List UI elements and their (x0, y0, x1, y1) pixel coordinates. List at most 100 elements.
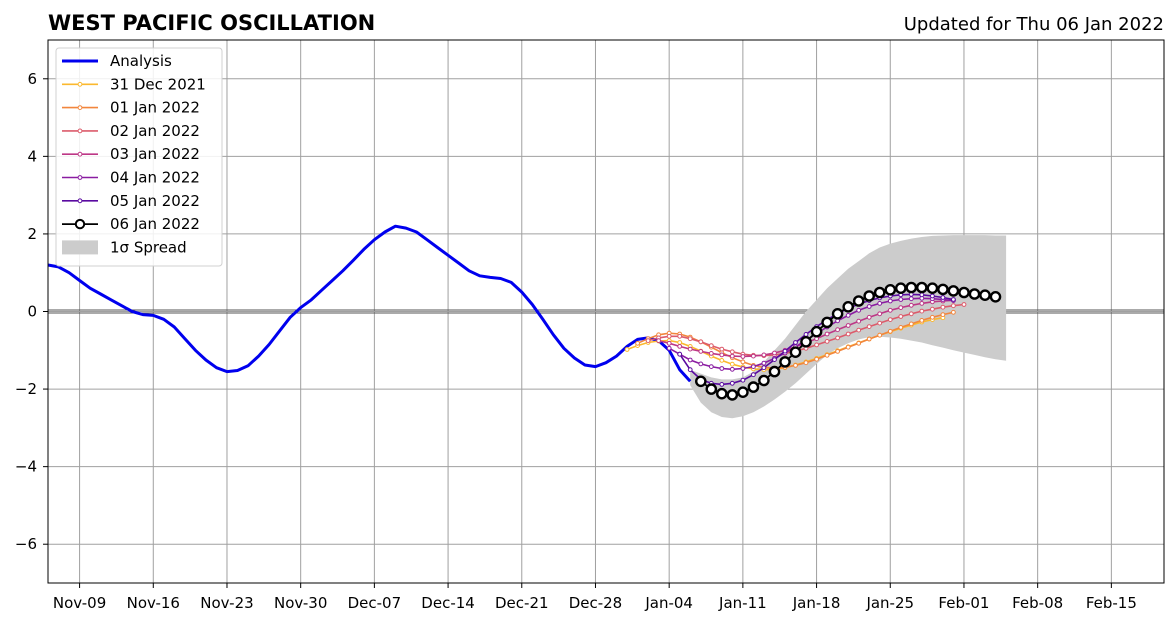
forecast-point (729, 353, 735, 359)
x-tick-label: Nov-09 (53, 594, 106, 612)
legend-label: 1σ Spread (110, 238, 187, 256)
legend-label: 03 Jan 2022 (110, 145, 200, 163)
forecast-point (866, 314, 872, 320)
forecast-point (761, 365, 767, 371)
legend-label: 04 Jan 2022 (110, 169, 200, 187)
forecast-point (751, 372, 756, 378)
forecast-point (856, 327, 862, 333)
forecast-point (740, 366, 746, 371)
y-tick-label: 6 (27, 70, 37, 88)
latest-forecast-point (916, 281, 928, 294)
latest-forecast-point (863, 290, 876, 302)
forecast-point (856, 340, 862, 346)
forecast-point (751, 364, 756, 370)
forecast-point (729, 366, 735, 372)
forecast-point (761, 360, 767, 366)
y-tick-label: 2 (27, 225, 37, 243)
forecast-point (677, 333, 683, 339)
latest-forecast-point (779, 356, 791, 368)
forecast-point (908, 302, 914, 308)
x-tick-label: Feb-01 (938, 594, 989, 612)
y-tick-label: −4 (15, 458, 37, 476)
forecast-point (908, 321, 914, 327)
forecast-point (740, 377, 746, 383)
forecast-point (877, 332, 883, 338)
latest-forecast-point (979, 289, 991, 302)
forecast-point (856, 318, 862, 324)
latest-forecast-point (821, 316, 833, 329)
legend-entry: Analysis (62, 52, 172, 70)
x-tick-label: Jan-18 (792, 594, 841, 612)
forecast-point (845, 313, 851, 318)
legend-label: 06 Jan 2022 (110, 215, 200, 233)
forecast-point (919, 301, 925, 306)
forecast-point (919, 308, 925, 314)
latest-forecast-point (852, 295, 865, 307)
analysis-layer (47, 224, 692, 383)
forecast-point (698, 339, 704, 345)
forecast-point (666, 340, 672, 346)
forecast-point (708, 343, 714, 349)
forecast-point (793, 363, 798, 368)
latest-forecast-point (873, 286, 886, 299)
forecast-point (866, 324, 872, 330)
forecast-point (940, 304, 946, 310)
legend-marker (77, 81, 83, 87)
forecast-point (908, 296, 914, 302)
forecast-point (719, 346, 725, 352)
forecast-point (719, 366, 725, 371)
forecast-point (919, 318, 925, 323)
forecast-point (824, 339, 830, 344)
x-tick-label: Nov-23 (200, 594, 253, 612)
legend-entry: 06 Jan 2022 (62, 215, 200, 233)
forecast-point (772, 357, 777, 363)
axis-layer: Nov-09 Nov-16 Nov-23 Nov-30 Dec-07 Dec-14 Dec-… (15, 39, 1165, 612)
forecast-point (951, 303, 956, 309)
x-tick-label: Nov-16 (127, 594, 180, 612)
x-tick-label: Dec-21 (495, 594, 549, 612)
x-tick-label: Dec-14 (421, 594, 475, 612)
latest-forecast-point (768, 365, 781, 378)
forecast-point (919, 292, 925, 298)
latest-forecast-point (937, 283, 949, 296)
analysis-line (47, 224, 692, 383)
latest-forecast-point (884, 283, 897, 296)
x-tick-label: Nov-30 (274, 594, 327, 612)
forecast-point (677, 344, 683, 349)
latest-forecast-point (789, 346, 802, 359)
forecast-point (930, 293, 935, 299)
forecast-point (856, 307, 862, 313)
forecast-point (645, 338, 651, 344)
latest-forecast-point (800, 335, 812, 348)
forecast-point (666, 345, 672, 351)
forecast-point (866, 336, 872, 342)
forecast-point (940, 312, 946, 318)
latest-forecast-point (810, 325, 823, 338)
legend-entry: 31 Dec 2021 (62, 75, 206, 93)
forecast-point (845, 323, 851, 328)
forecast-point (940, 295, 946, 300)
legend-marker (77, 175, 83, 180)
x-tick-label: Jan-04 (644, 594, 693, 612)
forecast-point (930, 306, 935, 312)
forecast-point (803, 360, 809, 366)
forecast-point (677, 340, 683, 345)
y-tick-label: −6 (15, 535, 37, 553)
forecast-point (687, 336, 693, 342)
latest-forecast-point (989, 290, 1002, 303)
forecast-point (708, 364, 714, 370)
forecast-point (877, 311, 883, 317)
forecast-point (677, 351, 683, 357)
forecast-point (887, 317, 893, 323)
legend: Analysis 31 Dec 2021 01 Jan 2022 02 Jan 202… (55, 47, 223, 267)
forecast-point (898, 305, 904, 311)
forecast-point (687, 367, 693, 373)
latest-forecast-point (747, 381, 760, 393)
forecast-point (961, 302, 967, 307)
forecast-point (951, 297, 956, 302)
latest-forecast-point (831, 307, 844, 320)
legend-entry: 03 Jan 2022 (62, 145, 200, 163)
latest-layer (695, 281, 1002, 401)
forecast-point (814, 356, 819, 362)
forecast-point (761, 352, 767, 358)
